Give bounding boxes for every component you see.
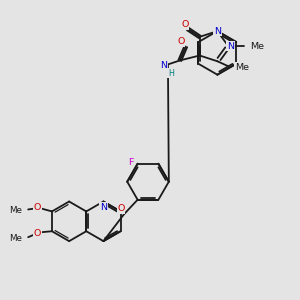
Text: Me: Me [235,63,249,72]
Text: O: O [177,37,184,46]
Text: H: H [168,69,174,78]
Text: N: N [100,203,107,212]
Text: Me: Me [9,234,22,243]
Text: Me: Me [250,42,264,51]
Text: N: N [214,27,221,36]
Text: Me: Me [9,206,22,215]
Text: F: F [128,158,134,167]
Text: O: O [33,229,41,238]
Text: O: O [181,20,188,29]
Text: N: N [227,42,234,51]
Text: O: O [33,203,41,212]
Text: N: N [160,61,167,70]
Text: O: O [117,204,125,213]
